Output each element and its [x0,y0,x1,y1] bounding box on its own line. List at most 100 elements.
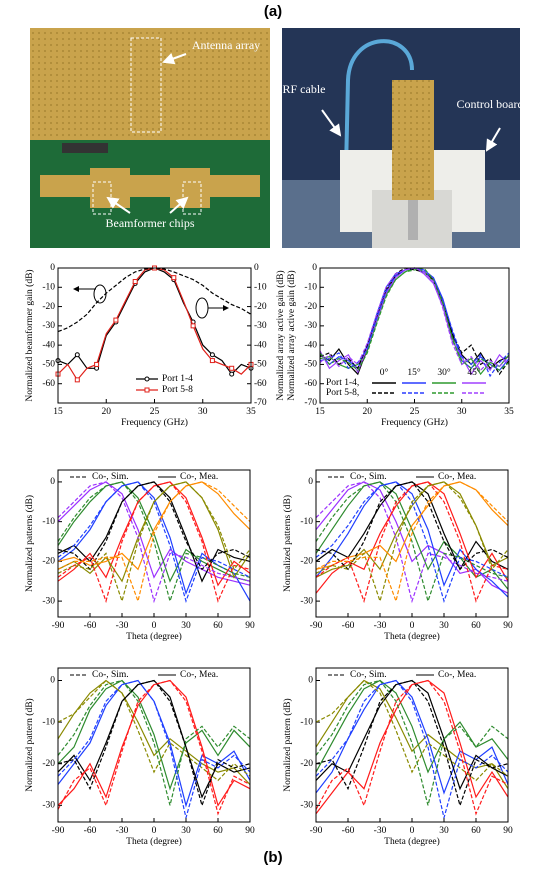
plot-frame [319,267,510,404]
pcb-pad [170,168,210,208]
x-tick-label: 15 [53,407,63,417]
x-tick-label: -60 [342,621,355,631]
x-tick-label: -30 [374,621,387,631]
y2-tick-label: -60 [254,379,267,389]
legend-label: Port 1-4 [162,374,193,384]
annotation: Control board [457,97,524,111]
series-line [57,267,252,333]
series-line [315,679,509,818]
series-line [57,481,251,602]
y-tick-label: -70 [304,398,317,408]
x-tick-label: 0 [410,621,415,631]
series-line [315,481,509,604]
y-axis-label: Normalized patterns (dB) [282,495,293,592]
x-tick-label: 30 [439,826,449,836]
marker [94,361,100,367]
legend-label: Co-, Sim. [350,670,387,680]
y-tick-label: -50 [304,360,317,370]
y-tick-label: -30 [42,801,55,811]
marker [74,352,80,358]
marker [229,371,235,377]
series-line [315,679,509,816]
x-tick-label: -90 [310,621,323,631]
x-tick-label: 0 [152,826,157,836]
plot-frame [57,469,251,618]
y2-tick-label: -20 [254,302,267,312]
series-line [319,267,510,378]
x-tick-label: 60 [213,621,223,631]
x-tick-label: -60 [84,621,97,631]
arrow [169,196,189,214]
series-line [315,679,509,808]
x-tick-label: -30 [374,826,387,836]
legend-column: 45° [467,367,481,378]
x-tick-label: 90 [245,621,255,631]
x-tick-label: -30 [116,621,129,631]
series-line [315,481,509,598]
y2-tick-label: -10 [254,282,267,292]
plot-area [320,268,509,403]
legend-label: Co-, Mea. [180,472,218,482]
x-tick-label: 20 [363,407,373,417]
marker [113,317,119,323]
y-tick-label: -10 [42,282,55,292]
x-tick-label: 35 [504,407,514,417]
series-line [57,481,251,571]
y2-tick-label: -40 [254,340,267,350]
legend-column: 15° [407,367,421,378]
y2-axis-label: Normalized array active gain (dB) [275,270,286,400]
series-line [57,679,251,807]
plot-frame [57,267,252,404]
x-tick-label: 30 [198,407,208,417]
y-tick-label: -20 [304,302,317,312]
legend-row: Port 5-8, [326,388,359,398]
x-tick-label: 20 [102,407,112,417]
series-line [57,481,251,604]
x-tick-label: 25 [150,407,160,417]
y2-tick-label: -30 [254,321,267,331]
x-tick-label: 30 [457,407,467,417]
y-tick-label: -10 [300,517,313,527]
panel-label: (a) [264,3,282,20]
x-tick-label: 60 [471,621,481,631]
y-tick-label: -20 [42,759,55,769]
series-line [57,481,251,604]
y-tick-label: 0 [50,676,55,686]
setup-photo: RF cable Control board [282,28,524,248]
y-tick-label: -10 [304,282,317,292]
series-line [315,679,509,774]
marker [132,279,138,284]
x-axis-label: Frequency (GHz) [381,417,448,428]
connector [62,143,108,153]
y-tick-label: -30 [42,596,55,606]
legend-row: Port 1-4, [326,378,359,388]
series-line [315,481,509,604]
arrow [106,196,131,214]
x-tick-label: 60 [471,826,481,836]
y-tick-label: -30 [304,321,317,331]
x-tick-label: 15 [315,407,325,417]
panel-label: (b) [263,849,282,866]
y-tick-label: 0 [308,477,313,487]
series-line [315,679,509,782]
series-line [315,481,509,604]
x-axis-label: Theta (degree) [384,631,440,642]
x-tick-label: 0 [152,621,157,631]
x-axis-label: Frequency (GHz) [121,417,188,428]
legend-column: 0° [380,367,389,378]
y-axis-label: Normalized patterns (dB) [24,495,35,592]
series-line [57,679,251,791]
series-line [57,679,251,808]
y-tick-label: 0 [50,477,55,487]
rf-cable [344,39,414,171]
series-line [315,481,509,604]
plot-frame [315,667,509,823]
legend-label: Co-, Mea. [438,472,476,482]
y-tick-label: -20 [42,557,55,567]
x-tick-label: -60 [84,826,97,836]
legend-label: Co-, Sim. [350,472,387,482]
series-line [57,481,251,604]
